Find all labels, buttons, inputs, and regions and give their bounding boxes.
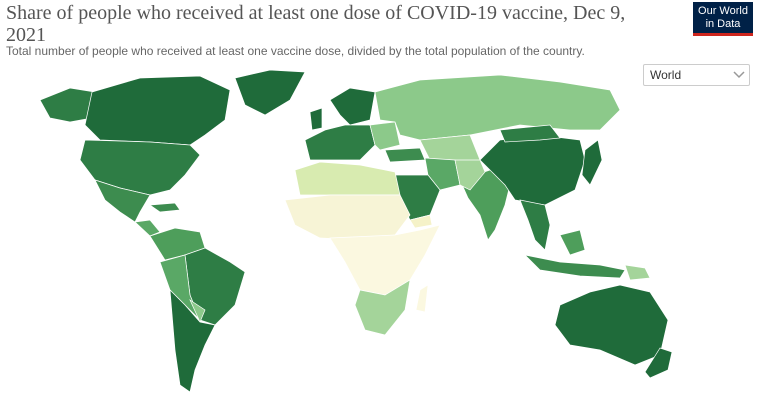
region-select-value: World — [650, 68, 682, 82]
caribbean — [149, 202, 181, 213]
uk — [309, 107, 323, 131]
scandinavia — [329, 87, 376, 126]
turkey — [384, 147, 426, 163]
logo-line: in Data — [705, 18, 741, 30]
title: Share of people who received at least on… — [6, 2, 626, 46]
eastern-europe — [369, 121, 401, 151]
indonesia — [523, 254, 626, 279]
greenland — [234, 69, 306, 116]
borneo-philippines — [559, 229, 586, 256]
madagascar — [415, 284, 429, 313]
papua — [624, 264, 651, 281]
russia — [374, 74, 621, 141]
argentina-chile — [169, 289, 216, 393]
mongolia — [499, 124, 561, 143]
yemen — [409, 214, 433, 229]
chevron — [733, 71, 745, 79]
north-africa — [294, 161, 401, 196]
central-america — [134, 219, 161, 237]
western-europe — [304, 124, 376, 161]
logo-line: Our World — [698, 5, 748, 17]
southern-africa — [354, 279, 411, 336]
paraguay — [189, 299, 206, 323]
world-map — [39, 69, 673, 393]
australia — [554, 284, 669, 366]
central-east-africa — [329, 224, 441, 296]
subtitle: Total number of people who received at l… — [6, 44, 585, 58]
sahel-west-africa — [284, 194, 411, 241]
mexico — [94, 179, 151, 223]
japan-korea — [581, 139, 603, 186]
pakistan-afghanistan — [454, 159, 486, 191]
logo[interactable]: Our World in Data — [693, 2, 753, 36]
canada — [84, 75, 231, 146]
southeast-asia — [519, 199, 551, 251]
region-select[interactable]: World — [643, 64, 750, 86]
usa — [79, 139, 201, 196]
new-zealand — [644, 347, 673, 379]
